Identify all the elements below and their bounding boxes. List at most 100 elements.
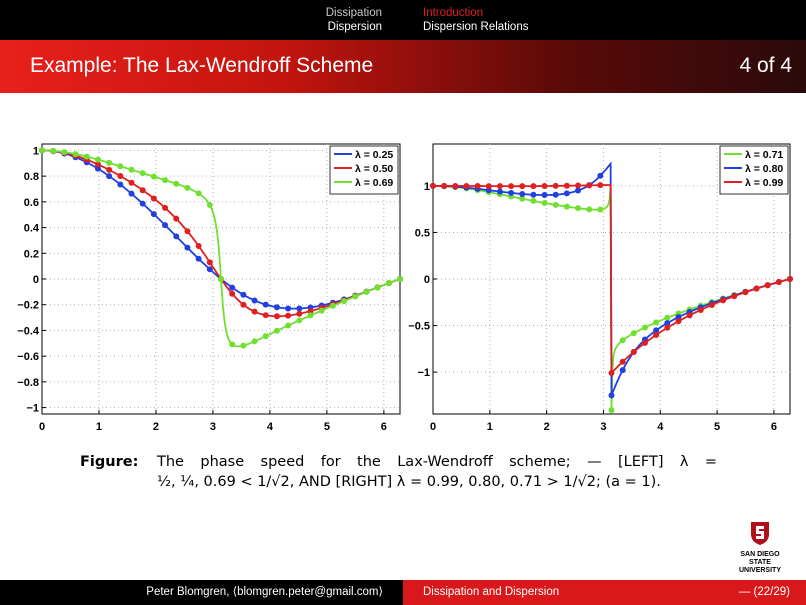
data-point <box>597 182 604 189</box>
left-chart-container: 0 1 2 3 4 5 6 −1 −0.8 −0.6 −0.4 −0.2 0 0.2 0.4 0.6 0.8 1 λ… <box>0 130 403 453</box>
data-point <box>139 200 146 207</box>
data-point <box>139 170 146 177</box>
data-point <box>753 285 760 292</box>
data-point <box>441 182 448 189</box>
data-point <box>128 179 135 186</box>
data-point <box>720 297 727 304</box>
data-point <box>106 159 113 166</box>
data-point <box>128 166 135 173</box>
data-point <box>240 291 247 298</box>
y-tick-label: −0.5 <box>408 321 430 333</box>
data-point <box>664 320 671 327</box>
caption-line-2: ½, ¼, 0.69 < 1/√2, AND [RIGHT] λ = 0.99,… <box>157 474 661 490</box>
legend-label: λ = 0.99 <box>745 177 783 189</box>
data-point <box>597 172 604 179</box>
data-point <box>173 233 180 240</box>
data-point <box>94 165 101 172</box>
series-069 <box>39 147 403 349</box>
data-point <box>229 284 236 291</box>
x-tick-label: 1 <box>96 421 102 433</box>
data-point <box>173 215 180 222</box>
shield-icon <box>751 522 769 545</box>
data-point <box>496 183 503 190</box>
legend-label: λ = 0.50 <box>355 163 393 175</box>
nav-item-dissipation[interactable]: Dissipation <box>325 7 382 19</box>
data-point <box>586 206 593 213</box>
data-point <box>150 195 157 202</box>
x-tick-label: 5 <box>324 421 330 433</box>
nav-left-section: Dissipation Dispersion <box>0 0 392 40</box>
legend-label: λ = 0.71 <box>745 149 783 161</box>
y-tick-label: 0.6 <box>24 197 39 209</box>
data-point <box>619 358 626 365</box>
top-navigation: Dissipation Dispersion Introduction Disp… <box>0 0 806 40</box>
data-point <box>184 228 191 235</box>
footer-section-title[interactable]: Dissipation and Dispersion <box>423 586 560 598</box>
data-point <box>775 279 782 286</box>
data-point <box>519 195 526 202</box>
data-point <box>106 173 113 180</box>
data-point <box>273 304 280 311</box>
data-point <box>530 197 537 204</box>
data-point <box>575 187 582 194</box>
data-point <box>139 187 146 194</box>
legend-label: λ = 0.25 <box>355 149 393 161</box>
data-point <box>329 302 336 309</box>
data-point <box>641 339 648 346</box>
footer-section-bar: Dissipation and Dispersion — (22/29) <box>403 580 806 605</box>
data-point <box>50 147 57 154</box>
data-point <box>608 370 615 377</box>
data-point <box>229 290 236 297</box>
y-tick-label: 0.8 <box>24 171 39 183</box>
data-point <box>385 280 392 287</box>
page-title: Example: The Lax-Wendroff Scheme <box>30 54 374 77</box>
nav-right-section: Introduction Dispersion Relations <box>403 0 806 40</box>
y-tick-label: −0.4 <box>17 325 40 337</box>
data-point <box>485 183 492 190</box>
data-point <box>285 322 292 329</box>
y-tick-label: 0 <box>33 274 39 286</box>
title-bar: Example: The Lax-Wendroff Scheme 4 of 4 <box>0 40 806 93</box>
data-point <box>474 183 481 190</box>
footer-author: Peter Blomgren, ⟨blomgren.peter@gmail.co… <box>146 586 383 598</box>
data-point <box>430 182 436 189</box>
data-point <box>653 319 660 326</box>
data-point <box>664 314 671 321</box>
data-point <box>72 151 79 158</box>
data-point <box>742 289 749 296</box>
data-point <box>452 182 459 189</box>
data-point <box>508 189 515 196</box>
y-tick-label: 0.2 <box>24 248 39 260</box>
x-tick-label: 6 <box>771 421 777 433</box>
data-point <box>541 199 548 206</box>
data-point <box>397 275 403 282</box>
data-point <box>94 161 101 168</box>
data-point <box>485 187 492 194</box>
data-point <box>697 306 704 313</box>
caption-line-1: The phase speed for the Lax-Wendroff sch… <box>157 454 717 470</box>
data-point <box>251 297 258 304</box>
nav-item-dispersion[interactable]: Dispersion <box>327 21 382 33</box>
data-point <box>184 184 191 191</box>
data-point <box>608 392 615 399</box>
legend: λ = 0.25 λ = 0.50 λ = 0.69 <box>329 145 399 195</box>
legend: λ = 0.71 λ = 0.80 λ = 0.99 <box>719 145 789 195</box>
data-point <box>150 173 157 180</box>
x-tick-label: 0 <box>430 421 436 433</box>
data-point <box>240 342 247 349</box>
y-tick-label: 0 <box>424 274 430 286</box>
data-point <box>608 407 615 414</box>
nav-item-dispersion-relations[interactable]: Dispersion Relations <box>423 21 529 33</box>
y-tick-label: 1 <box>33 145 39 157</box>
y-tick-label: 1 <box>424 181 430 193</box>
data-point <box>552 182 559 189</box>
legend-box <box>329 145 399 195</box>
data-point <box>686 312 693 319</box>
caption-label: Figure: <box>80 454 139 470</box>
x-tick-label: 0 <box>39 421 45 433</box>
logo-line-1: SAN DIEGO STATE <box>740 551 780 566</box>
y-tick-label: −0.6 <box>17 351 39 363</box>
nav-item-introduction[interactable]: Introduction <box>423 7 484 19</box>
footer-page-number: — (22/29) <box>738 586 790 598</box>
data-point <box>273 313 280 320</box>
